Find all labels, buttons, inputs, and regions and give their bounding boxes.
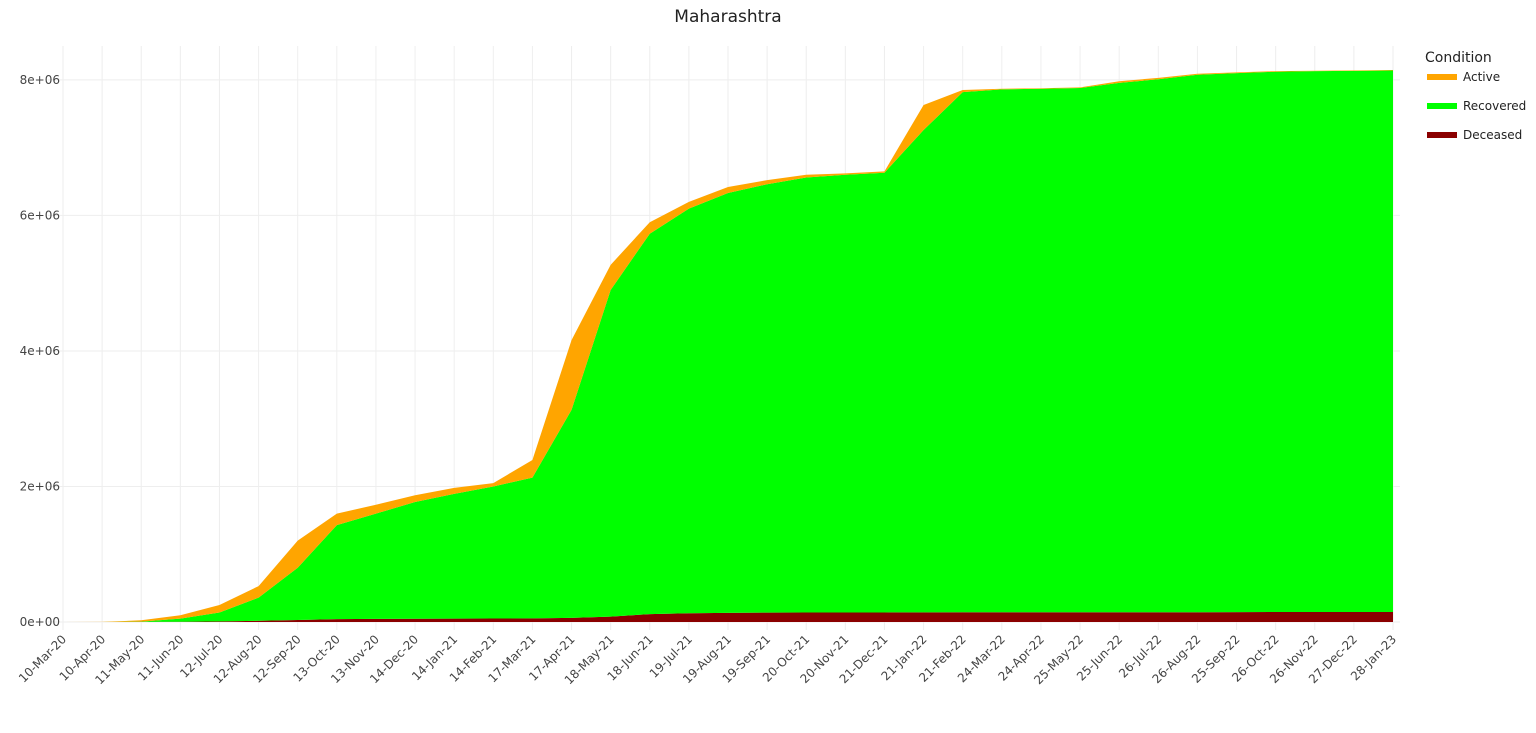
legend-swatch <box>1427 103 1457 109</box>
chart-title: Maharashtra <box>674 7 781 27</box>
y-tick-label: 6e+06 <box>20 208 60 222</box>
legend-swatch <box>1427 74 1457 80</box>
y-tick-label: 8e+06 <box>20 73 60 87</box>
area <box>63 70 1393 622</box>
y-tick-label: 2e+06 <box>20 479 60 493</box>
legend-swatch <box>1427 132 1457 138</box>
legend-title: Condition <box>1425 50 1492 66</box>
area <box>63 611 1393 622</box>
y-tick-label: 0e+00 <box>20 615 60 629</box>
legend-label: Active <box>1463 70 1500 84</box>
y-tick-label: 4e+06 <box>20 344 60 358</box>
legend-label: Deceased <box>1463 128 1522 142</box>
legend-label: Recovered <box>1463 99 1526 113</box>
